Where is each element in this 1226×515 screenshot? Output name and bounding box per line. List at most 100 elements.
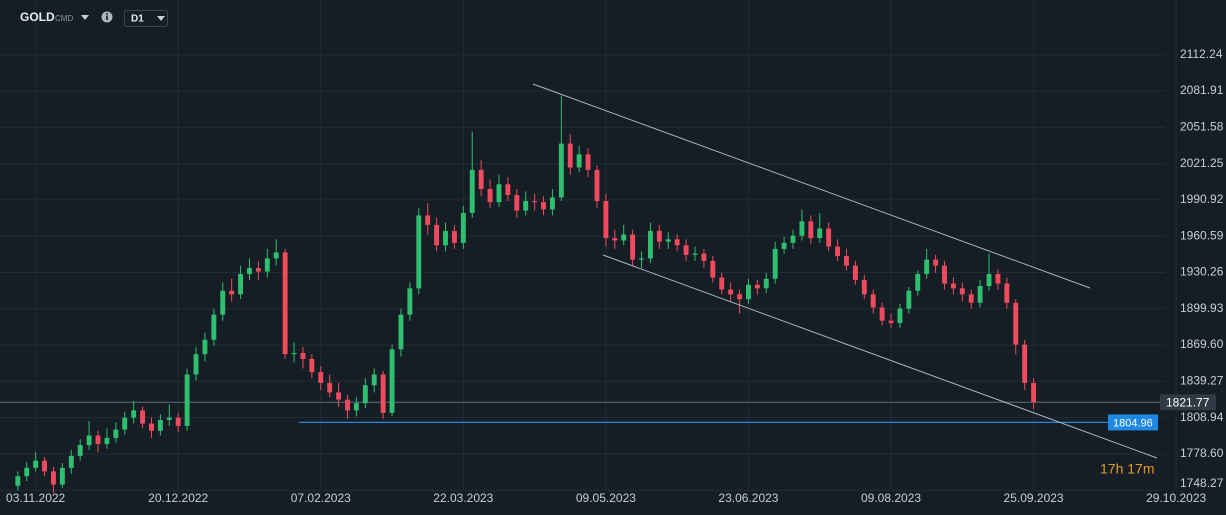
candle-body: [995, 273, 1001, 284]
last-price-label: 1821.77: [1166, 395, 1210, 409]
candle-body: [754, 284, 760, 289]
candle-body: [496, 184, 502, 203]
candle-body: [77, 445, 83, 456]
candle-body: [247, 268, 252, 274]
candle-body: [665, 239, 671, 242]
candle-body: [924, 259, 930, 274]
candle-body: [808, 221, 814, 239]
candle-body: [968, 294, 974, 303]
axes: 2112.24 2081.91 2051.58 2021.25 1990.92 1960.…: [6, 47, 1224, 505]
candle-body: [852, 265, 858, 280]
candle-body: [336, 392, 342, 400]
candle-body: [879, 307, 885, 321]
candle-body: [906, 290, 912, 309]
candle-body: [327, 382, 333, 393]
candle-body: [33, 460, 39, 468]
candle-body: [532, 201, 538, 203]
timeframe[interactable]: D1: [131, 14, 144, 25]
candle-body: [505, 184, 511, 196]
candle-body: [870, 294, 876, 308]
candle-body: [763, 278, 769, 289]
y-tick-label: 1960.59: [1180, 228, 1224, 242]
candle-body: [585, 154, 591, 170]
symbol-tag: CMD: [55, 14, 73, 23]
candle-body: [434, 224, 440, 246]
candle-body: [140, 410, 146, 424]
y-tick-label: 1748.27: [1180, 476, 1224, 490]
candle-body: [977, 285, 983, 303]
candle-body: [86, 435, 92, 446]
x-tick-label: 03.11.2022: [6, 491, 65, 505]
candle-body: [737, 294, 742, 300]
candle-body: [425, 215, 431, 225]
candle-body: [639, 258, 644, 260]
candle-body: [407, 288, 413, 315]
candle-body: [371, 374, 377, 386]
candle-body: [264, 258, 270, 272]
x-tick-label: 29.10.2023: [1146, 491, 1206, 505]
candle-body: [51, 471, 56, 485]
y-tick-label: 2081.91: [1180, 83, 1224, 97]
candles: [15, 95, 1037, 493]
candle-body: [541, 202, 546, 210]
candle-body: [933, 259, 939, 266]
last-price-box: [1160, 394, 1216, 411]
candle-body: [897, 308, 903, 324]
candle-body: [59, 467, 65, 485]
candle-body: [647, 230, 653, 259]
candle-body: [211, 314, 217, 340]
symbol[interactable]: GOLD: [20, 10, 55, 24]
candle-body: [656, 230, 662, 242]
candle-body: [719, 277, 725, 290]
candle-body: [309, 358, 315, 373]
candle-body: [300, 352, 306, 359]
candle-body: [826, 228, 832, 247]
y-tick-label: 1930.26: [1180, 265, 1224, 279]
candle-body: [888, 320, 894, 324]
candle-body: [273, 252, 279, 259]
candle-body: [674, 239, 680, 246]
candle-body: [621, 234, 627, 241]
candle-body: [603, 201, 609, 239]
level-box[interactable]: [1108, 414, 1158, 431]
candle-body: [817, 228, 823, 239]
timeframe-dropdown[interactable]: [157, 16, 165, 21]
y-tick-label: 1778.60: [1180, 446, 1224, 460]
candle-body: [202, 339, 208, 355]
timeframe-box[interactable]: [124, 10, 168, 27]
y-tick-label: 2112.24: [1180, 47, 1223, 61]
candle-body: [514, 195, 520, 211]
candle-body: [416, 215, 422, 289]
x-tick-label: 09.08.2023: [861, 491, 921, 505]
candle-body: [15, 476, 21, 486]
trend-line-upper: [532, 83, 1091, 289]
candle-body: [318, 372, 324, 383]
info-icon-dot: [106, 13, 108, 15]
y-tick-label: 1899.93: [1180, 301, 1224, 315]
candle-body: [772, 248, 778, 279]
candle-body: [701, 253, 707, 261]
candle-body: [282, 252, 288, 355]
candle-body: [380, 374, 386, 413]
candle-body: [710, 260, 716, 278]
candle-body: [835, 246, 841, 257]
symbol-dropdown[interactable]: [81, 15, 89, 20]
candle-body: [844, 256, 849, 266]
candle-body: [523, 201, 529, 211]
candle-body: [558, 143, 564, 198]
candle-body: [861, 279, 867, 295]
candle-body: [443, 230, 448, 246]
candle-body: [630, 234, 636, 260]
x-tick-label: 23.06.2023: [718, 491, 778, 505]
candle-body: [345, 399, 350, 411]
candle-body: [149, 423, 154, 431]
candle-body: [469, 169, 475, 213]
candle-body: [799, 221, 805, 236]
candle-body: [68, 455, 74, 468]
candle-body: [915, 273, 921, 291]
x-tick-label: 09.05.2023: [576, 491, 636, 505]
trend-line-lower: [602, 254, 1158, 459]
candle-body: [291, 352, 297, 355]
candle-body: [398, 314, 404, 350]
candle-body: [692, 253, 698, 255]
